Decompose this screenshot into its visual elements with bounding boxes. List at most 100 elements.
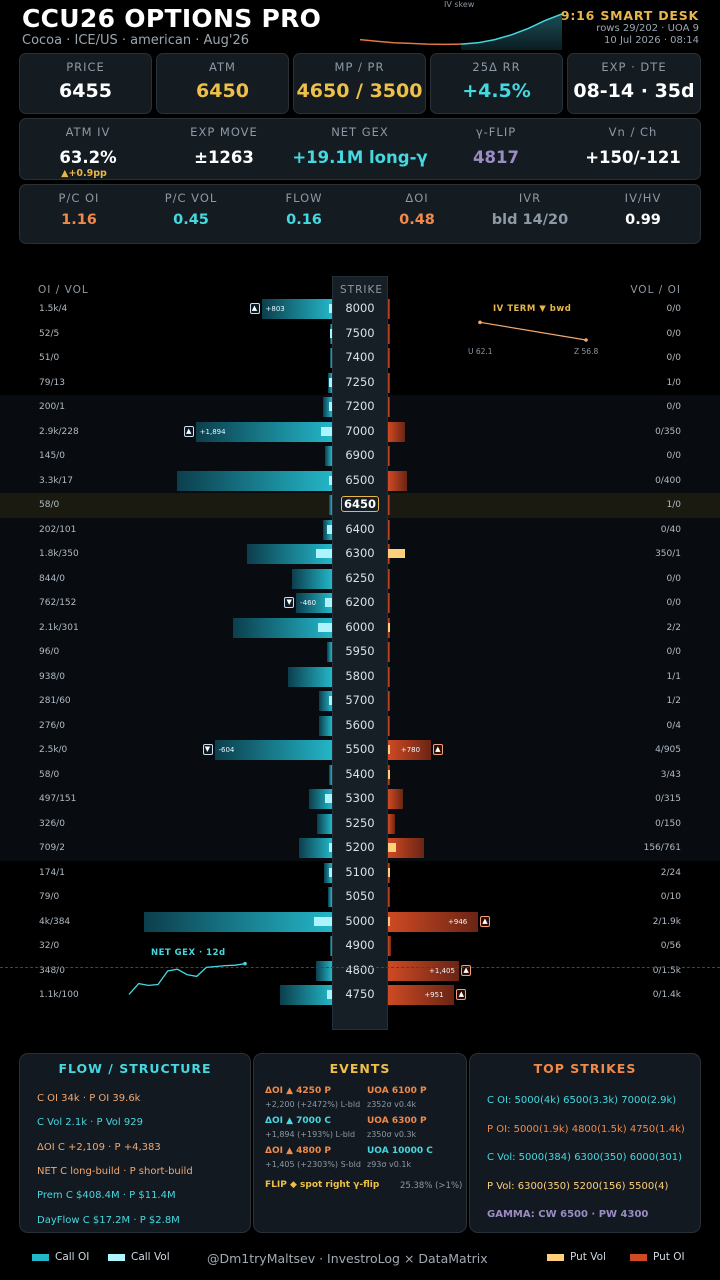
atm-strike[interactable]: 6450: [341, 496, 379, 512]
atm-iv-change: ▲+0.9pp: [61, 168, 107, 179]
iv-skew-label: IV skew: [444, 0, 475, 9]
oi-down-icon: ▼: [202, 744, 213, 755]
call-oi-delta: +1,894: [199, 427, 226, 436]
ladder-strike-header: STRIKE: [340, 284, 383, 296]
call-vol-bar: [329, 304, 332, 313]
call-oi-bar: [322, 397, 332, 417]
top-strikes-title: TOP STRIKES: [533, 1061, 637, 1076]
exp-dte-label: EXP · DTE: [601, 60, 667, 74]
call-oi-vol-text: 51/0: [39, 353, 60, 363]
stats-panel-volatility: ATM IV 63.2% ▲+0.9pp EXP MOVE ±1263 NET …: [19, 118, 701, 180]
strike-row-labels: 3.3k/17 6500 0/400: [0, 469, 720, 494]
put-vol-oi-text: 0/150: [655, 818, 681, 829]
flow-line: DayFlow C $17.2M · P $2.8M: [37, 1214, 180, 1226]
stat-card-atm: ATM 6450: [156, 53, 289, 114]
strike-row-labels: 58/0 5400 3/43: [0, 763, 720, 788]
strike-price[interactable]: 5600: [345, 717, 375, 732]
oi-up-icon: ▲: [480, 915, 490, 927]
strike-price[interactable]: 4750: [345, 987, 375, 1001]
strike-price[interactable]: 5500: [345, 742, 375, 756]
put-vol-oi-text: 1/2: [666, 696, 681, 706]
strike-row-labels: 938/0 5800 1/1: [0, 665, 720, 690]
strike-price[interactable]: 6200: [345, 595, 375, 609]
oi-up-icon: ▲: [183, 425, 194, 437]
call-oi-vol-text: 52/5: [39, 328, 60, 339]
strike-price[interactable]: 5200: [345, 840, 375, 854]
strike-row-labels: 96/0 5950 0/0: [0, 640, 720, 665]
strike-price[interactable]: 7250: [345, 374, 375, 389]
strike-price[interactable]: 5050: [345, 889, 375, 903]
strike-price[interactable]: 5400: [345, 766, 375, 781]
strike-price[interactable]: 7400: [345, 350, 375, 364]
strike-price[interactable]: 5800: [345, 668, 375, 683]
gamma-flip-value: 4817: [473, 148, 519, 167]
strike-price[interactable]: 5100: [345, 864, 375, 879]
call-vol-bar: [329, 475, 332, 485]
put-oi-bar: [388, 813, 396, 834]
put-oi-bar: [388, 421, 405, 442]
strike-price[interactable]: 5300: [345, 791, 375, 805]
mp-pr-value: 4650 / 3500: [296, 80, 423, 102]
call-oi-vol-text: 58/0: [39, 500, 60, 510]
table-row: [0, 346, 720, 371]
strike-price[interactable]: 6000: [345, 619, 375, 634]
put-oi-bar: [388, 495, 390, 515]
net-gex-value: +19.1M long-γ: [292, 148, 428, 167]
call-oi-vol-text: 2.9k/228: [39, 426, 79, 437]
call-oi-vol-text: 79/0: [39, 892, 60, 902]
put-vol-oi-text: 4/905: [655, 745, 681, 755]
strike-price[interactable]: 4900: [345, 938, 375, 952]
strike-price[interactable]: 6400: [345, 521, 375, 536]
put-vol-oi-text: 0/315: [655, 794, 681, 804]
strike-price[interactable]: 5700: [345, 693, 375, 707]
put-oi-bar: [388, 887, 390, 907]
strike-price[interactable]: 8000: [345, 301, 375, 315]
strike-price[interactable]: 5000: [345, 913, 375, 928]
top-strike-line: C OI: 5000(4k) 6500(3.3k) 7000(2.9k): [487, 1095, 677, 1106]
call-oi-vol-text: 497/151: [39, 794, 77, 804]
strike-price[interactable]: 4800: [345, 962, 375, 977]
put-vol-oi-text: 0/0: [666, 353, 681, 363]
flow-cell: FLOW 0.16: [247, 185, 361, 243]
table-row: +946 ▲: [0, 910, 720, 935]
put-vol-oi-text: 1/1: [666, 671, 681, 682]
call-vol-bar: [329, 696, 332, 705]
strike-price[interactable]: 5950: [345, 644, 375, 658]
put-oi-bar: [388, 519, 390, 540]
legend-put-oi: Put OI: [630, 1251, 685, 1263]
call-oi-vol-text: 844/0: [39, 573, 65, 584]
oi-down-icon: ▼: [284, 597, 295, 608]
strike-price[interactable]: 7500: [345, 325, 375, 340]
strike-price[interactable]: 6250: [345, 570, 375, 585]
strike-price[interactable]: 6900: [345, 448, 375, 462]
table-row: [0, 371, 720, 396]
strike-price[interactable]: 6300: [345, 546, 375, 560]
strike-row-labels: 348/0 4800 0/1.5k: [0, 959, 720, 984]
call-oi-vol-text: 32/0: [39, 941, 60, 951]
put-vol-oi-text: 2/24: [660, 867, 681, 878]
put-oi-swatch: [630, 1253, 647, 1261]
put-oi-delta: +951: [424, 991, 444, 999]
delta-oi-value: 0.48: [399, 212, 435, 228]
put-vol-oi-text: 0/0: [666, 647, 681, 657]
strike-price[interactable]: 6500: [345, 472, 375, 487]
call-oi-vol-text: 326/0: [39, 818, 65, 829]
put-oi-bar: [388, 985, 455, 1005]
table-row: [0, 322, 720, 347]
put-vol-bar: [388, 867, 390, 877]
top-strikes-panel: TOP STRIKES C OI: 5000(4k) 6500(3.3k) 70…: [469, 1053, 701, 1233]
strike-price[interactable]: 7200: [345, 399, 375, 413]
call-vol-bar: [321, 426, 332, 436]
iv-hv-label: IV/HV: [624, 191, 662, 205]
flow-structure-panel: FLOW / STRUCTURE C OI 34k · P OI 39.6k C …: [19, 1053, 251, 1233]
strike-row-labels: 4k/384 5000 2/1.9k: [0, 910, 720, 935]
strike-price[interactable]: 5250: [345, 815, 375, 830]
put-vol-oi-text: 0/0: [666, 304, 681, 314]
pc-oi-label: P/C OI: [58, 191, 100, 205]
call-oi-vol-text: 1.8k/350: [39, 549, 79, 559]
strike-price[interactable]: 7000: [345, 423, 375, 438]
call-oi-vol-text: 2.1k/301: [39, 622, 79, 633]
credit-line: @Dm1tryMaltsev · InvestroLog × DataMatri…: [207, 1251, 488, 1266]
ladder-left-header: OI / VOL: [38, 284, 89, 296]
mp-pr-label: MP / PR: [334, 60, 385, 74]
